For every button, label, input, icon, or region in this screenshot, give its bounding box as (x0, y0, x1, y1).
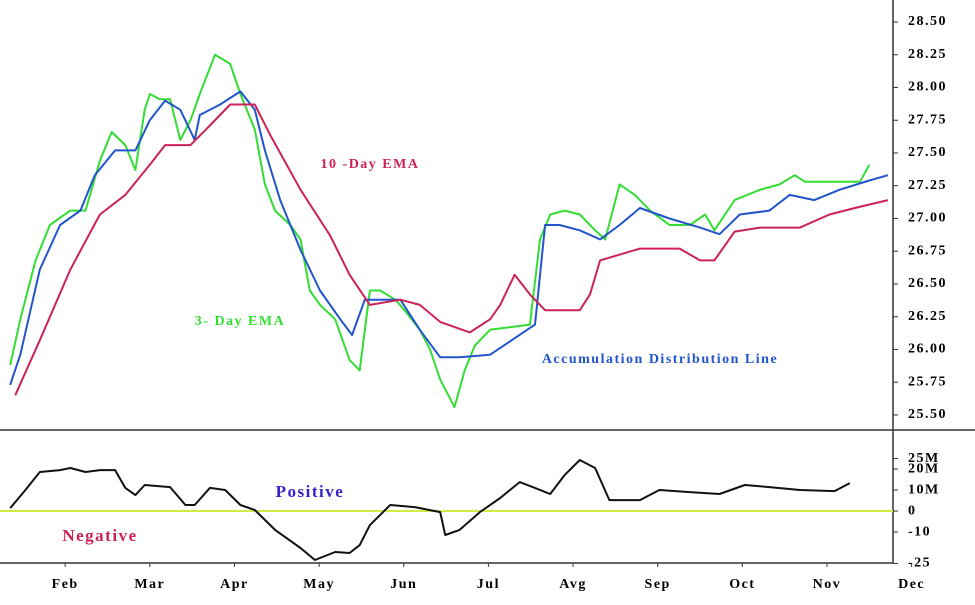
series-line (9, 90, 889, 386)
y-tick-label: 26.75 (908, 243, 947, 258)
y-tick-label: 25.50 (908, 407, 947, 422)
x-tick-label: Dec (898, 577, 925, 592)
series-line (9, 459, 851, 561)
x-tick-label: Jul (477, 577, 500, 592)
series-label: 10 -Day EMA (321, 157, 420, 172)
x-tick-label: Avg (559, 577, 587, 592)
y-tick-label: 26.00 (908, 342, 947, 357)
y-tick-label: 25M (908, 451, 940, 466)
x-tick-label: Feb (52, 577, 79, 592)
annotation: Negative (62, 526, 137, 545)
y-tick-label: 25.75 (908, 374, 947, 389)
x-tick-label: Apr (220, 577, 249, 592)
y-tick-label: 28.00 (908, 80, 947, 95)
series-label: Accumulation Distribution Line (542, 352, 778, 367)
series-line (9, 53, 871, 409)
y-tick-label: -10 (908, 524, 931, 539)
y-tick-label: 27.75 (908, 112, 947, 127)
x-tick-label: Nov (813, 577, 842, 592)
x-tick-label: Mar (134, 577, 165, 592)
series-label: 3- Day EMA (195, 314, 285, 329)
x-tick-label: Oct (729, 577, 755, 592)
x-tick-label: Jun (390, 577, 417, 592)
y-tick-label: 10M (908, 482, 940, 497)
y-tick-label: 28.50 (908, 14, 947, 29)
y-tick-label: 26.50 (908, 276, 947, 291)
y-tick-label: 0 (908, 503, 917, 518)
y-tick-label: 28.25 (908, 47, 947, 62)
y-tick-label: 20M (908, 461, 940, 476)
y-tick-label: -25 (908, 556, 931, 571)
x-tick-label: May (303, 577, 335, 592)
y-tick-label: 27.50 (908, 145, 947, 160)
y-tick-label: 27.00 (908, 211, 947, 226)
y-tick-label: 27.25 (908, 178, 947, 193)
annotation: Positive (276, 482, 345, 501)
series-line (14, 103, 889, 396)
x-tick-label: Sep (645, 577, 671, 592)
y-tick-label: 26.25 (908, 309, 947, 324)
